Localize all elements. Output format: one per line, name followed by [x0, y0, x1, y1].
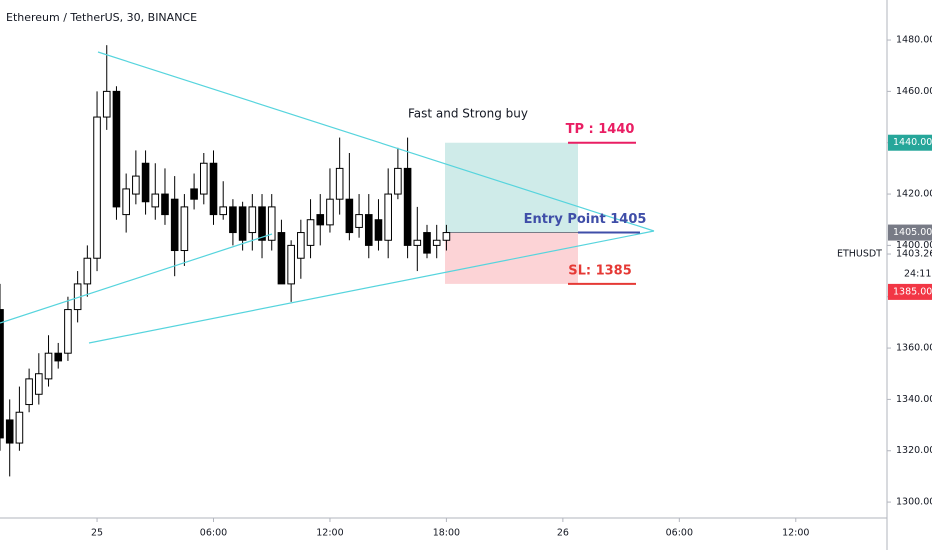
countdown: 24:11 — [904, 269, 931, 280]
candle-body — [141, 162, 150, 203]
price-badge — [888, 224, 932, 241]
candle-body — [112, 90, 121, 208]
candle-body — [199, 162, 208, 195]
level-text: TP : 1440 — [566, 122, 635, 137]
candle-body — [326, 198, 334, 226]
candle-body — [44, 352, 53, 380]
trendlines — [0, 51, 655, 344]
candle-body — [345, 198, 354, 234]
axes: 1300.001320.001340.001360.001380.001400.… — [91, 35, 932, 539]
candle-body — [355, 214, 363, 228]
symbol-label: ETHUSDT — [837, 249, 882, 260]
candle-body — [64, 309, 72, 354]
candle-body — [0, 309, 4, 439]
price-badge — [888, 283, 932, 300]
candles — [0, 45, 451, 477]
x-tick-label: 26 — [557, 528, 569, 539]
candle-body — [122, 188, 130, 216]
x-tick-label: 12:00 — [316, 528, 343, 539]
drawings-front: TP : 1440 Entry Point 1405 SL: 1385 — [524, 122, 647, 285]
candle-body — [35, 373, 43, 395]
chart-title: Ethereum / TetherUS, 30, BINANCE — [6, 11, 197, 24]
y-tick-label: 1460.00 — [896, 86, 932, 97]
candle-body — [93, 116, 101, 259]
candle-body — [374, 219, 383, 241]
candle-body — [442, 232, 451, 241]
trendline — [0, 233, 273, 324]
y-tick-label: 1340.00 — [896, 394, 932, 405]
candle-body — [248, 206, 257, 234]
candle-body — [229, 206, 237, 234]
x-tick-label: 12:00 — [782, 528, 809, 539]
candle-body — [335, 167, 344, 200]
candle-body — [238, 206, 247, 241]
last-price: 1403.26 — [896, 249, 932, 260]
candle-body — [25, 378, 33, 406]
candle-body — [384, 193, 392, 241]
candle-body — [413, 239, 422, 246]
price-badge-label: 1405.00 — [893, 227, 932, 238]
level-text: Entry Point 1405 — [524, 212, 647, 227]
x-tick-label: 25 — [91, 528, 103, 539]
y-tick-label: 1300.00 — [896, 497, 932, 508]
trendline — [97, 51, 655, 232]
annotation: Fast and Strong buy — [408, 107, 528, 121]
price-badge-label: 1385.00 — [893, 286, 932, 297]
level-text: SL: 1385 — [568, 263, 632, 278]
x-tick-label: 18:00 — [433, 528, 460, 539]
candle-body — [277, 232, 286, 285]
candle-body — [132, 175, 140, 195]
y-tick-label: 1360.00 — [896, 343, 932, 354]
loss-zone — [445, 232, 578, 284]
trendline — [88, 230, 655, 344]
candle-body — [364, 214, 373, 246]
candle-body — [161, 193, 169, 216]
candle-body — [306, 219, 315, 246]
profit-zone — [445, 142, 578, 233]
candle-body — [316, 214, 325, 226]
candle-body — [180, 206, 189, 252]
candle-body — [102, 90, 111, 118]
candle-body — [297, 232, 305, 259]
x-tick-label: 06:00 — [666, 528, 693, 539]
candle-body — [432, 239, 441, 246]
candle-body — [170, 198, 179, 252]
candle-body — [219, 206, 228, 216]
candle-body — [83, 257, 92, 285]
candle-body — [5, 419, 14, 444]
y-tick-label: 1420.00 — [896, 189, 932, 200]
price-badge — [888, 134, 932, 151]
candle-body — [190, 188, 198, 200]
candle-body — [267, 206, 276, 241]
drawings-back — [445, 142, 578, 284]
candle-body — [209, 162, 218, 216]
candle-body — [54, 352, 63, 362]
candle-body — [151, 193, 160, 208]
y-tick-label: 1320.00 — [896, 445, 932, 456]
candle-body — [403, 167, 412, 246]
candle-body — [394, 167, 402, 195]
candle-body — [15, 411, 24, 444]
candle-body — [287, 244, 295, 285]
price-badge-label: 1440.00 — [893, 137, 932, 148]
candle-body — [258, 206, 266, 241]
x-tick-label: 06:00 — [200, 528, 227, 539]
candle-body — [423, 232, 431, 254]
y-tick-label: 1480.00 — [896, 35, 932, 46]
y-tick-label: 1400.00 — [896, 240, 932, 251]
